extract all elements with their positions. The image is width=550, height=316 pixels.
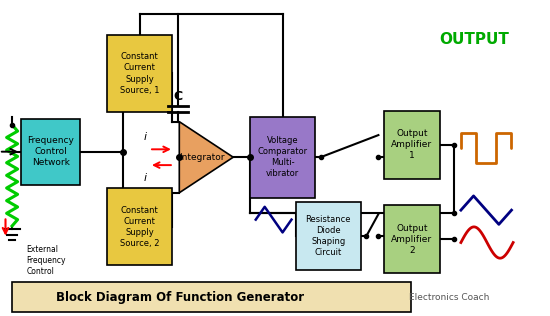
Text: C: C: [173, 90, 182, 103]
Text: OUTPUT: OUTPUT: [439, 32, 509, 47]
FancyBboxPatch shape: [384, 205, 440, 273]
Text: Constant
Current
Supply
Source, 1: Constant Current Supply Source, 1: [120, 52, 160, 94]
Text: External
Frequency
Control: External Frequency Control: [26, 245, 66, 276]
Text: Integrator: Integrator: [179, 153, 225, 162]
Text: i: i: [143, 132, 146, 142]
Text: Voltage
Comparator
Multi-
vibrator: Voltage Comparator Multi- vibrator: [257, 136, 308, 178]
FancyBboxPatch shape: [107, 35, 172, 112]
Text: Output
Amplifier
1: Output Amplifier 1: [392, 129, 432, 160]
Text: i: i: [143, 173, 146, 183]
Text: Constant
Current
Supply
Source, 2: Constant Current Supply Source, 2: [120, 206, 160, 248]
FancyBboxPatch shape: [250, 117, 315, 198]
Text: Electronics Coach: Electronics Coach: [409, 293, 490, 302]
FancyBboxPatch shape: [12, 282, 411, 312]
Text: Output
Amplifier
2: Output Amplifier 2: [392, 224, 432, 255]
FancyBboxPatch shape: [384, 111, 440, 179]
FancyBboxPatch shape: [21, 118, 80, 185]
FancyBboxPatch shape: [107, 188, 172, 265]
FancyBboxPatch shape: [296, 202, 361, 270]
Text: Frequency
Control
Network: Frequency Control Network: [27, 136, 74, 167]
Text: Resistance
Diode
Shaping
Circuit: Resistance Diode Shaping Circuit: [306, 215, 351, 257]
Polygon shape: [179, 122, 233, 193]
Text: Block Diagram Of Function Generator: Block Diagram Of Function Generator: [56, 291, 304, 304]
